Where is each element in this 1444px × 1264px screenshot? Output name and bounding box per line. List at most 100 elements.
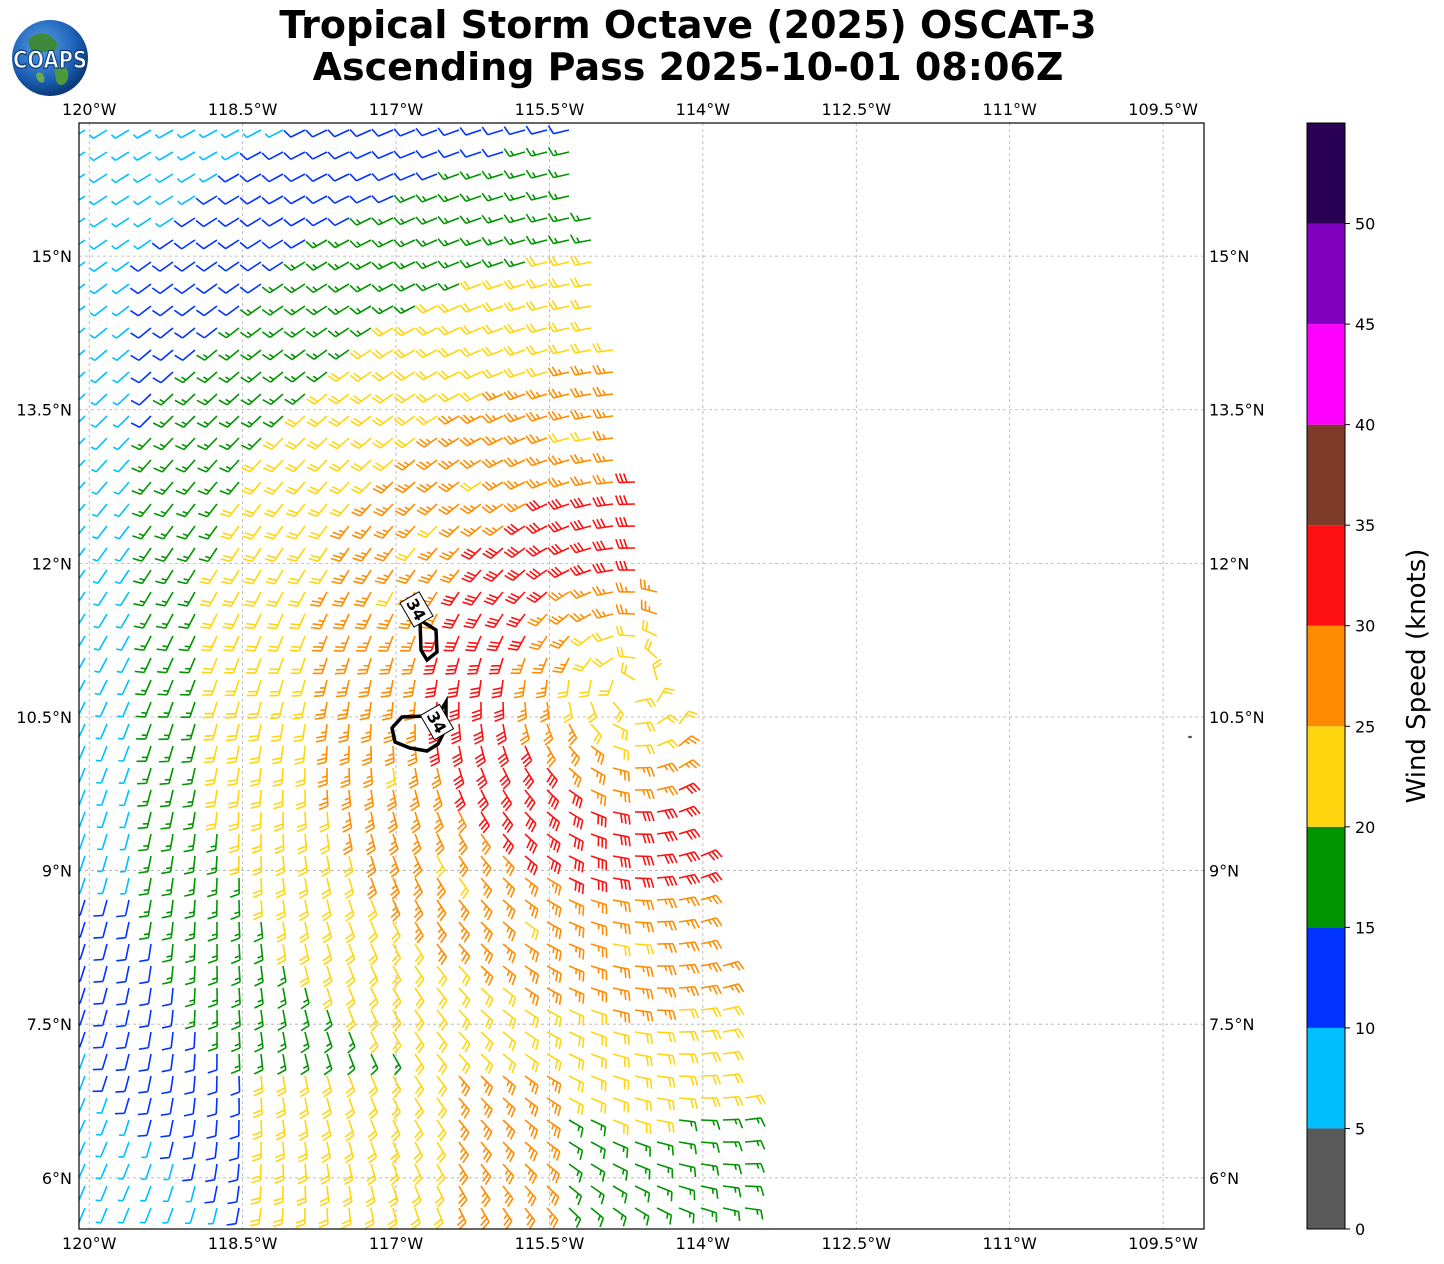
wind-barb: [678, 1097, 698, 1109]
wind-barb: [385, 767, 396, 789]
wind-barb: [228, 811, 240, 832]
wind-barb: [568, 1185, 583, 1206]
wind-barb: [500, 789, 513, 812]
wind-barb: [539, 701, 550, 723]
wind-barb: [291, 679, 306, 697]
wind-barb: [229, 1119, 240, 1140]
lat-tick-label: 10.5°N: [16, 708, 72, 727]
wind-barb: [414, 1097, 425, 1120]
wind-barb: [525, 545, 548, 557]
wind-barb: [299, 943, 310, 966]
wind-barb: [93, 613, 108, 629]
wind-barb: [568, 1031, 585, 1049]
wind-barb: [305, 151, 328, 160]
lon-tick-label: 120°W: [62, 100, 117, 119]
wind-barb: [305, 239, 328, 249]
wind-barb: [524, 789, 536, 811]
wind-barb: [349, 327, 372, 338]
wind-barb: [415, 348, 438, 359]
wind-barb: [141, 1141, 152, 1159]
wind-barb: [437, 347, 460, 358]
wind-barb: [656, 687, 675, 703]
wind-barb: [137, 1097, 152, 1116]
wind-barb: [246, 679, 262, 697]
wind-barb: [261, 283, 284, 294]
wind-barb: [305, 305, 328, 316]
wind-barb: [277, 1053, 287, 1075]
wind-barb: [180, 723, 196, 741]
wind-barb: [520, 745, 533, 768]
wind-barb: [371, 327, 394, 337]
wind-barb: [415, 216, 438, 225]
wind-barb: [568, 987, 585, 1004]
wind-barb: [133, 217, 152, 228]
wind-barb: [394, 503, 416, 516]
wind-barb: [494, 701, 505, 723]
wind-barb: [502, 855, 515, 877]
lon-tick-label: 115.5°W: [515, 1234, 585, 1253]
wind-barb: [474, 745, 486, 768]
wind-barb: [525, 367, 548, 378]
wind-barb: [634, 1185, 651, 1203]
wind-barb: [200, 613, 218, 630]
wind-barb: [184, 1053, 196, 1074]
wind-barb: [113, 481, 130, 495]
wind-barb: [156, 635, 174, 652]
wind-barb: [116, 1009, 130, 1028]
wind-barb: [546, 899, 562, 918]
wind-barb: [266, 591, 284, 607]
wind-barb: [678, 1207, 695, 1224]
wind-barb: [305, 217, 328, 227]
wind-barb: [79, 613, 86, 626]
wind-barb: [502, 987, 517, 1008]
wind-barb: [437, 303, 460, 314]
lat-ticks-right: 6°N 7.5°N 9°N 10.5°N 12°N 13.5°N 15°N: [1209, 247, 1265, 1188]
wind-barb: [79, 151, 86, 157]
wind-barb: [480, 1163, 492, 1186]
wind-barb: [275, 1119, 286, 1141]
wind-barb: [414, 1053, 425, 1076]
wind-barb: [350, 481, 372, 495]
wind-barb: [300, 987, 310, 1010]
wind-barb: [218, 349, 240, 361]
wind-barb: [111, 195, 130, 206]
wind-barb: [547, 366, 570, 377]
wind-barb: [590, 811, 607, 828]
wind-barb: [207, 1031, 218, 1052]
wind-barb: [231, 987, 241, 1009]
wind-barb: [349, 393, 372, 405]
wind-barb: [183, 1119, 196, 1139]
wind-barb: [656, 1141, 674, 1156]
wind-barb: [89, 173, 108, 184]
lon-ticks-top: 120°W 118.5°W 117°W 115.5°W 114°W 112.5°W 111°…: [62, 100, 1198, 119]
wind-barb: [285, 481, 306, 495]
wind-barb: [249, 745, 262, 765]
wind-barb: [568, 855, 585, 873]
wind-barb: [174, 349, 196, 361]
wind-barb: [327, 371, 350, 383]
wind-barb: [415, 172, 438, 181]
wind-barb: [330, 547, 350, 562]
wind-barb: [503, 192, 526, 202]
wind-barb: [327, 151, 350, 160]
wind-barb: [159, 789, 174, 808]
wind-barb: [89, 261, 108, 272]
wind-barb: [525, 568, 548, 580]
wind-barb: [481, 481, 504, 491]
wind-barb: [546, 921, 562, 940]
wind-barb: [341, 789, 352, 811]
wind-barb: [418, 569, 438, 584]
wind-barb: [546, 811, 561, 832]
wind-barb: [341, 1207, 352, 1229]
wind-barb: [678, 805, 701, 818]
wind-barb: [436, 899, 447, 922]
wind-barb: [79, 1185, 86, 1202]
colorbar-tick-label: 10: [1355, 1019, 1375, 1038]
wind-barb: [136, 767, 152, 785]
wind-barb: [700, 849, 723, 861]
wind-barb: [459, 503, 482, 515]
wind-barb: [230, 1075, 241, 1097]
wind-barb: [562, 701, 574, 724]
wind-barb: [432, 789, 443, 812]
wind-barb: [251, 811, 262, 832]
